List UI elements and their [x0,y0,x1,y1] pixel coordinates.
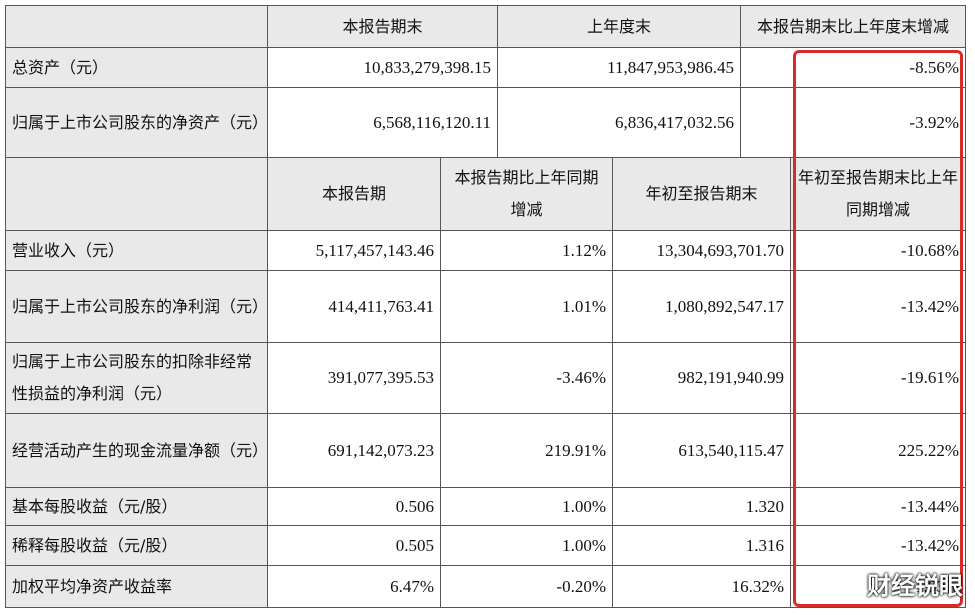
cell-text: -8.56% [909,57,959,77]
value-cell: 6,836,417,032.56 [497,87,741,158]
cell-text: -1.83% [909,576,959,596]
value-cell: 219.91% [440,413,613,488]
cell-text: 414,411,763.41 [328,296,434,316]
value-cell: 982,191,940.99 [612,342,791,414]
cell-text: 总资产（元） [12,57,109,77]
value-cell: 6,568,116,120.11 [267,87,498,158]
cell-text: 本报告期 [321,184,386,203]
cell-text: -10.68% [900,240,959,260]
cell-text: -13.44% [900,496,959,516]
watermark: 财经锐眼 [867,572,963,600]
value-cell: 11,847,953,986.45 [497,47,741,88]
row-label: 归属于上市公司股东的净资产（元） [5,87,268,158]
cell-text: 年初至报告期末比上年同期增减 [797,168,958,219]
row-label: 加权平均净资产收益率 [5,565,268,608]
cell-text: 10,833,279,398.15 [363,57,492,77]
row-label: 基本每股收益（元/股） [5,487,268,526]
cell-text: 1.320 [745,496,784,516]
value-cell: 613,540,115.47 [612,413,791,488]
row-label: 稀释每股收益（元/股） [5,525,268,566]
header-cell: 本报告期末 [267,5,498,48]
cell-text: 本报告期末 [342,16,423,36]
cell-text: 0.506 [395,496,434,516]
cell-text: 16.32% [731,576,784,596]
value-cell: 1.01% [440,270,613,343]
row-label: 归属于上市公司股东的扣除非经常性损益的净利润（元） [5,342,268,414]
cell-text: 1.316 [745,535,784,555]
cell-text: 1.12% [562,240,606,260]
value-cell: 391,077,395.53 [267,342,441,414]
cell-text: 13,304,693,701.70 [656,240,785,260]
cell-text: 本报告期比上年同期增减 [454,168,599,219]
cell-text: 上年度末 [586,16,651,36]
value-cell: 414,411,763.41 [267,270,441,343]
cell-text: -13.42% [900,535,959,555]
value-cell: 1.00% [440,525,613,566]
cell-text: -19.61% [900,368,959,387]
value-cell: 691,142,073.23 [267,413,441,488]
cell-text: 225.22% [898,440,959,460]
cell-text: 1.00% [562,496,606,516]
cell-text: 1.01% [562,296,606,316]
cell-text: -13.42% [900,296,959,316]
cell-text: 6.47% [390,576,434,596]
cell-text: 391,077,395.53 [327,368,434,387]
value-cell: 1.316 [612,525,791,566]
row-label: 营业收入（元） [5,230,268,271]
cell-text: 归属于上市公司股东的净利润（元） [12,296,268,316]
cell-text: 1,080,892,547.17 [665,296,784,316]
row-label: 归属于上市公司股东的净利润（元） [5,270,268,343]
cell-text: 219.91% [545,440,606,460]
value-cell: 1.00% [440,487,613,526]
header-cell: 年初至报告期末 [612,157,791,231]
header-cell: 本报告期 [267,157,441,231]
cell-text: 年初至报告期末 [645,184,758,203]
value-cell: 1.320 [612,487,791,526]
highlight-box [793,50,963,607]
cell-text: 经营活动产生的现金流量净额（元） [12,440,268,460]
header-cell: 本报告期比上年同期增减 [440,157,613,231]
header-cell: 上年度末 [497,5,741,48]
header-cell: 本报告期末比上年度末增减 [740,5,966,48]
cell-text: 691,142,073.23 [327,440,434,460]
cell-text: -3.46% [556,368,606,387]
cell-text: -3.92% [909,112,959,132]
value-cell: 1.12% [440,230,613,271]
cell-text: 11,847,953,986.45 [607,57,734,77]
cell-text: 613,540,115.47 [678,440,784,460]
value-cell: 10,833,279,398.15 [267,47,498,88]
row-label: 总资产（元） [5,47,268,88]
cell-text: 6,568,116,120.11 [373,112,491,132]
value-cell: -3.46% [440,342,613,414]
cell-text: 6,836,417,032.56 [615,112,734,132]
cell-text: 营业收入（元） [12,240,125,260]
cell-text: 0.505 [395,535,434,555]
cell-text: 本报告期末比上年度末增减 [756,16,949,36]
cell-text: 稀释每股收益（元/股） [12,535,178,555]
row-label: 经营活动产生的现金流量净额（元） [5,413,268,488]
cell-text: 5,117,457,143.46 [315,240,434,260]
cell-text: -0.20% [556,576,606,596]
value-cell: 1,080,892,547.17 [612,270,791,343]
value-cell: 6.47% [267,565,441,608]
value-cell: 16.32% [612,565,791,608]
cell-text: 基本每股收益（元/股） [12,496,178,516]
value-cell: 0.505 [267,525,441,566]
value-cell: 0.506 [267,487,441,526]
value-cell: 13,304,693,701.70 [612,230,791,271]
value-cell: 5,117,457,143.46 [267,230,441,271]
cell-text: 归属于上市公司股东的扣除非经常性损益的净利润（元） [12,352,253,403]
header-cell [5,5,268,48]
cell-text: 1.00% [562,535,606,555]
cell-text: 加权平均净资产收益率 [12,576,173,596]
header-cell [5,157,268,231]
header-cell: 年初至报告期末比上年同期增减 [790,157,966,231]
cell-text: 归属于上市公司股东的净资产（元） [12,112,268,132]
value-cell: -0.20% [440,565,613,608]
cell-text: 982,191,940.99 [677,368,784,387]
